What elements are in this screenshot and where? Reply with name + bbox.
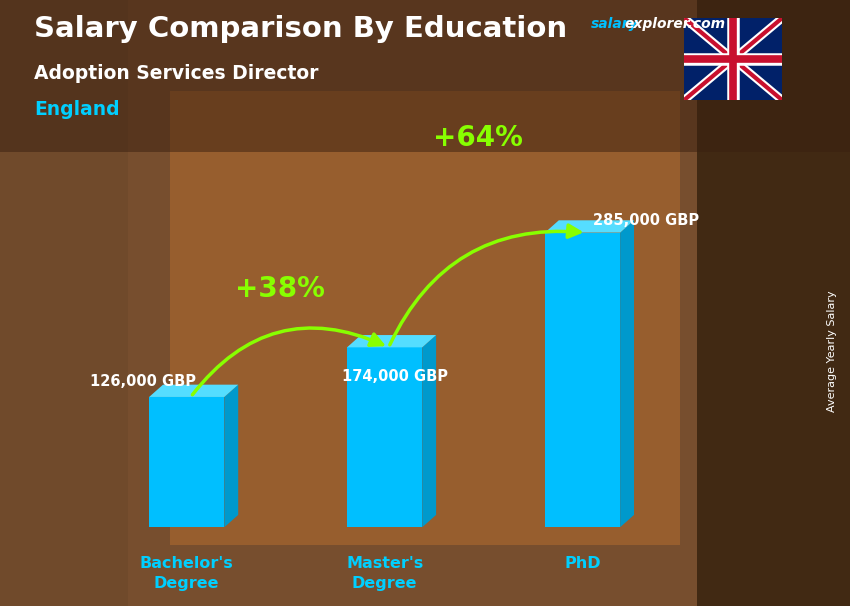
Polygon shape — [347, 347, 422, 527]
Polygon shape — [224, 385, 238, 527]
Text: salary: salary — [591, 17, 638, 31]
Text: Master's
Degree: Master's Degree — [346, 556, 423, 591]
FancyArrowPatch shape — [192, 328, 382, 395]
Bar — [170, 91, 680, 545]
Bar — [0, 0, 850, 152]
Bar — [697, 0, 850, 606]
Text: +64%: +64% — [433, 124, 523, 153]
Polygon shape — [545, 233, 620, 527]
Text: Average Yearly Salary: Average Yearly Salary — [827, 291, 837, 412]
Text: explorer.com: explorer.com — [625, 17, 726, 31]
Polygon shape — [149, 397, 224, 527]
Text: Salary Comparison By Education: Salary Comparison By Education — [34, 15, 567, 43]
Polygon shape — [545, 221, 634, 233]
Text: +38%: +38% — [235, 275, 325, 303]
Polygon shape — [347, 335, 436, 347]
Text: England: England — [34, 100, 120, 119]
Polygon shape — [422, 335, 436, 527]
FancyArrowPatch shape — [390, 225, 580, 345]
Text: PhD: PhD — [564, 556, 601, 571]
Polygon shape — [620, 221, 634, 527]
Polygon shape — [149, 385, 238, 397]
Text: 285,000 GBP: 285,000 GBP — [592, 213, 699, 228]
Polygon shape — [684, 18, 782, 100]
Bar — [0, 0, 128, 606]
Text: Bachelor's
Degree: Bachelor's Degree — [140, 556, 234, 591]
Text: Adoption Services Director: Adoption Services Director — [34, 64, 319, 82]
Text: 174,000 GBP: 174,000 GBP — [342, 368, 448, 384]
Text: 126,000 GBP: 126,000 GBP — [90, 374, 196, 388]
